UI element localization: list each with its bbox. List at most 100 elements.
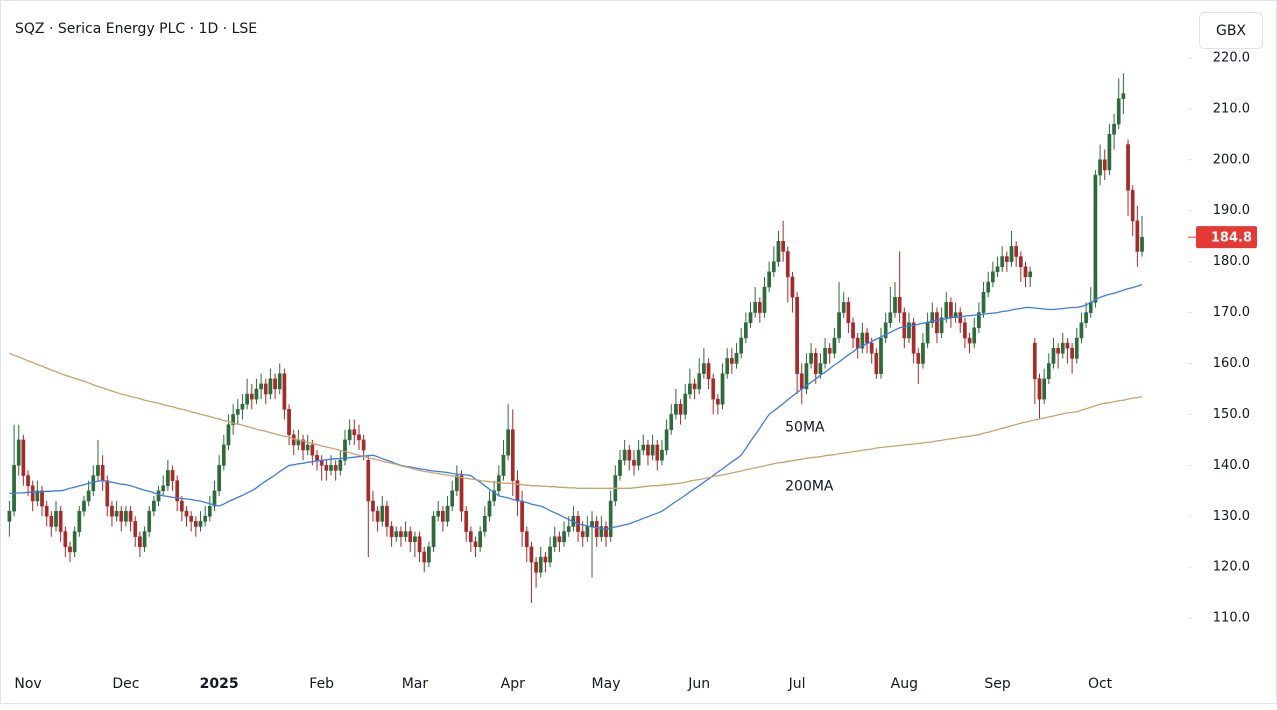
candle-body — [193, 521, 198, 527]
candle-body — [91, 475, 96, 492]
x-tick-label: Mar — [402, 676, 429, 692]
candle-body — [417, 536, 422, 553]
candle-body — [1046, 363, 1051, 380]
currency-button[interactable] — [1199, 12, 1263, 49]
candle-body — [21, 439, 26, 476]
candle-body — [464, 510, 469, 532]
currency-label[interactable]: GBX — [1216, 23, 1246, 39]
y-tick-label: 130.0 — [1213, 509, 1250, 524]
candle-body — [142, 531, 147, 548]
candle-body — [702, 363, 706, 374]
candle-body — [986, 281, 991, 293]
candle-body — [1126, 144, 1130, 191]
last-price-label: 184.8 — [1211, 231, 1252, 246]
candle-body — [184, 510, 189, 517]
candle-body — [604, 526, 608, 537]
candle-body — [492, 490, 496, 502]
last-price-tag — [1196, 226, 1257, 249]
candle-body — [832, 337, 837, 354]
candle-body — [524, 531, 529, 548]
candle-body — [967, 337, 972, 344]
x-tick-label: Jul — [788, 676, 806, 692]
candle-body — [991, 271, 995, 283]
candle-body — [249, 393, 254, 400]
candle-body — [543, 556, 548, 563]
candle-body — [263, 383, 268, 395]
candle-body — [757, 302, 762, 313]
candle-body — [268, 378, 273, 395]
candle-body — [1037, 378, 1042, 400]
candle-body — [818, 363, 823, 374]
candle-body — [152, 500, 156, 512]
y-tick-label: 160.0 — [1213, 356, 1250, 371]
candle-body — [445, 505, 450, 522]
x-tick-label: Feb — [309, 676, 334, 692]
candle-body — [441, 510, 445, 522]
candle-body — [394, 531, 399, 537]
candle-body — [156, 490, 161, 502]
candle-body — [207, 505, 212, 517]
candle-body — [739, 337, 744, 354]
candle-body — [133, 521, 138, 537]
candle-body — [114, 510, 119, 517]
x-tick-label: Nov — [14, 676, 41, 692]
candle-body — [1005, 256, 1009, 262]
candle-body — [180, 500, 184, 512]
candle-body — [389, 526, 394, 537]
candle-body — [166, 470, 170, 486]
candle-body — [170, 470, 175, 481]
candle-body — [883, 322, 888, 339]
candle-body — [361, 439, 366, 451]
candle-body — [273, 378, 277, 390]
candle-body — [1065, 342, 1070, 349]
candle-body — [958, 312, 963, 323]
candle-body — [366, 460, 371, 502]
candle-body — [30, 485, 35, 502]
candle-body — [795, 297, 799, 374]
candle-body — [1023, 266, 1028, 278]
candle-body — [203, 516, 208, 522]
candle-body — [995, 266, 1000, 273]
candle-body — [930, 312, 935, 323]
candle-body — [380, 505, 385, 522]
x-tick-label: Jun — [687, 676, 710, 692]
candle-body — [1093, 174, 1098, 303]
candle-body — [436, 510, 441, 517]
candle-body — [40, 490, 44, 507]
candle-body — [860, 332, 865, 349]
candle-body — [655, 444, 660, 461]
candle-body — [352, 429, 357, 436]
ma-line — [9, 283, 1143, 530]
candle-body — [846, 302, 851, 323]
candle-body — [771, 261, 776, 273]
candle-body — [347, 429, 352, 441]
candle-body — [138, 536, 142, 548]
candle-body — [1130, 190, 1135, 222]
candle-body — [809, 353, 813, 364]
candle-body — [343, 439, 347, 461]
candle-body — [944, 302, 949, 318]
candle-body — [939, 317, 944, 334]
candle-body — [221, 444, 226, 466]
candle-body — [399, 531, 403, 537]
plot-area: 110.0 120.0 130.0 140.0 150.0 160.0 170.0 180.0… — [7, 50, 1257, 692]
x-tick-label: Oct — [1088, 676, 1113, 692]
candle-body — [869, 342, 874, 354]
candle-body — [1088, 302, 1093, 313]
candle-body — [329, 465, 333, 471]
candle-body — [841, 302, 846, 313]
candle-body — [1135, 220, 1140, 252]
candle-body — [58, 510, 63, 532]
candle-body — [753, 302, 758, 313]
candle-body — [650, 444, 655, 456]
candle-body — [100, 465, 105, 481]
candle-body — [1112, 123, 1116, 135]
candle-body — [785, 251, 790, 278]
candle-body — [119, 510, 124, 522]
candle-body — [468, 531, 473, 542]
y-tick-label: 110.0 — [1213, 611, 1250, 626]
candle-body — [403, 531, 408, 537]
candle-body — [147, 510, 152, 532]
candle-body — [520, 500, 524, 532]
